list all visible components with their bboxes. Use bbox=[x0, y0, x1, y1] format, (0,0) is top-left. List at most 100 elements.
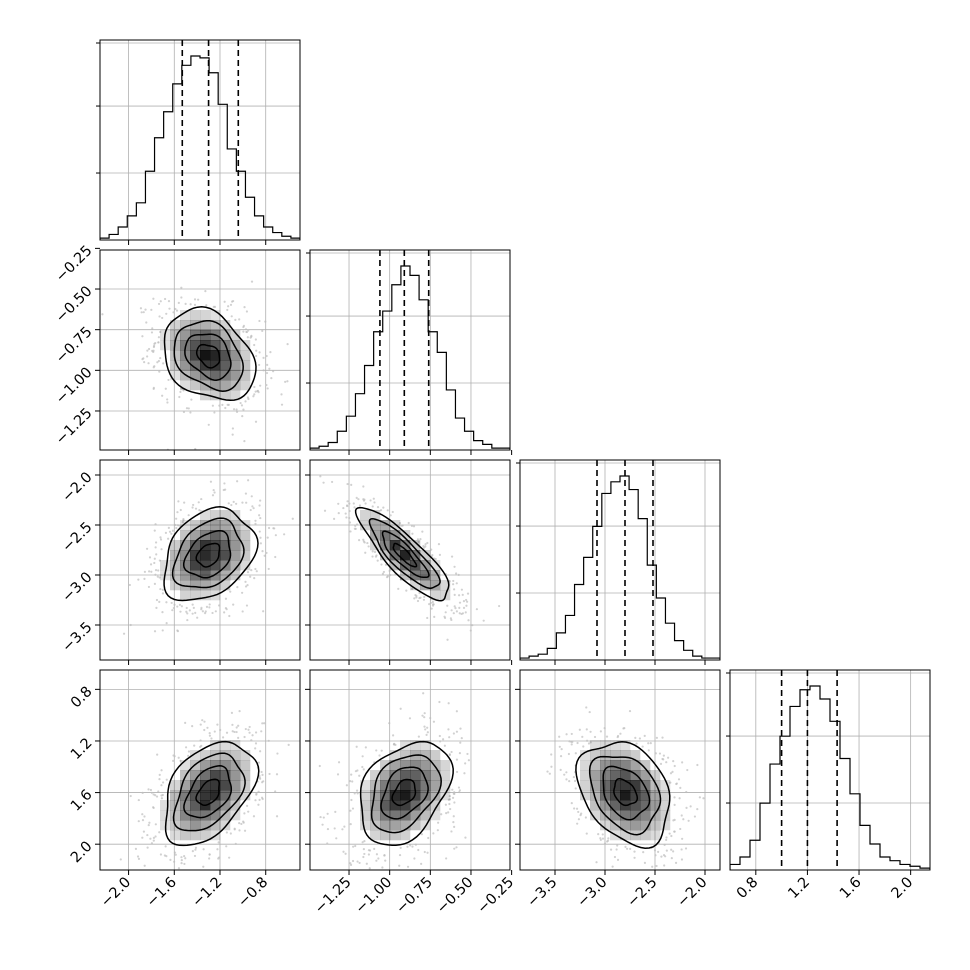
scatter-point bbox=[422, 598, 426, 601]
scatter-point bbox=[337, 512, 340, 515]
scatter-point bbox=[550, 753, 553, 756]
scatter-point bbox=[373, 550, 377, 554]
scatter-point bbox=[147, 362, 150, 365]
density-cell bbox=[180, 820, 191, 831]
scatter-point bbox=[465, 604, 468, 607]
scatter-point bbox=[216, 848, 219, 851]
density-cell bbox=[610, 820, 621, 831]
scatter-point bbox=[423, 595, 426, 598]
scatter-point bbox=[616, 858, 620, 861]
scatter-point bbox=[417, 735, 420, 738]
density-cell bbox=[400, 820, 411, 831]
scatter-point bbox=[167, 526, 170, 529]
scatter-point bbox=[668, 832, 671, 835]
scatter-point bbox=[139, 307, 143, 310]
scatter-point bbox=[157, 359, 160, 363]
scatter-point bbox=[457, 573, 460, 576]
scatter-point bbox=[337, 502, 340, 505]
density-cell bbox=[650, 810, 661, 821]
scatter-point bbox=[205, 304, 208, 307]
density-cell bbox=[180, 310, 191, 321]
density-cell bbox=[620, 830, 631, 841]
scatter-point bbox=[150, 791, 153, 794]
scatter-point bbox=[182, 519, 185, 522]
scatter-point bbox=[180, 296, 183, 299]
density-cell bbox=[230, 810, 241, 821]
scatter-point bbox=[367, 853, 370, 856]
scatter-point bbox=[212, 305, 215, 308]
scatter-point bbox=[214, 610, 217, 613]
density-cell bbox=[390, 540, 401, 551]
scatter-point bbox=[321, 823, 324, 826]
scatter-point bbox=[229, 303, 233, 306]
scatter-point bbox=[236, 480, 239, 483]
scatter-point bbox=[371, 555, 374, 558]
density-cell bbox=[370, 520, 381, 531]
density-cell bbox=[210, 510, 221, 521]
scatter-point bbox=[143, 864, 146, 867]
scatter-point bbox=[176, 605, 179, 608]
density-cell bbox=[370, 790, 381, 801]
density-cell bbox=[200, 510, 211, 521]
scatter-point bbox=[150, 331, 154, 334]
scatter-point bbox=[669, 772, 673, 775]
scatter-point bbox=[101, 313, 104, 316]
scatter-point bbox=[149, 563, 153, 566]
scatter-point bbox=[193, 298, 197, 301]
scatter-point bbox=[452, 579, 455, 583]
density-cell bbox=[580, 760, 591, 771]
scatter-point bbox=[426, 851, 429, 854]
density-cell bbox=[360, 520, 371, 531]
panel-frame bbox=[309, 459, 511, 661]
scatter-point bbox=[207, 423, 210, 426]
density-layer bbox=[318, 692, 470, 870]
scatter-point bbox=[670, 856, 673, 860]
scatter-point bbox=[161, 781, 165, 784]
scatter-point bbox=[184, 857, 187, 860]
contour-level-2 bbox=[173, 320, 244, 392]
density-cell bbox=[180, 800, 191, 811]
scatter-point bbox=[154, 823, 157, 826]
contour-level-3 bbox=[359, 740, 454, 846]
scatter-point bbox=[373, 847, 376, 850]
scatter-point bbox=[568, 740, 571, 743]
scatter-point bbox=[405, 589, 408, 592]
scatter-point bbox=[158, 600, 161, 604]
density-cell bbox=[380, 800, 391, 811]
scatter-point bbox=[388, 722, 391, 725]
scatter-point bbox=[174, 853, 177, 856]
scatter-point bbox=[230, 503, 233, 507]
scatter-point bbox=[177, 756, 180, 759]
scatter-point bbox=[243, 306, 246, 309]
scatter-point bbox=[379, 509, 383, 512]
density-cell bbox=[410, 760, 421, 771]
density-cell bbox=[170, 570, 181, 581]
density-cell bbox=[170, 550, 181, 561]
scatter-point bbox=[240, 822, 243, 826]
scatter-point bbox=[143, 570, 146, 573]
density-cell bbox=[180, 790, 191, 801]
scatter-point bbox=[147, 347, 151, 351]
scatter-point bbox=[258, 530, 261, 533]
density-cell bbox=[210, 760, 221, 771]
scatter-point bbox=[159, 853, 163, 856]
density-cell bbox=[420, 790, 431, 801]
scatter-point bbox=[242, 330, 245, 333]
scatter-point bbox=[599, 838, 602, 842]
scatter-point bbox=[406, 845, 409, 848]
scatter-point bbox=[208, 857, 211, 860]
scatter-point bbox=[227, 305, 230, 308]
scatter-point bbox=[160, 784, 163, 787]
scatter-point bbox=[665, 849, 668, 852]
scatter-point bbox=[350, 798, 353, 802]
scatter-point bbox=[440, 813, 443, 816]
scatter-point bbox=[609, 848, 613, 851]
scatter-point bbox=[254, 799, 257, 802]
scatter-point bbox=[160, 548, 163, 551]
density-cell bbox=[390, 760, 401, 771]
density-cell bbox=[230, 370, 241, 381]
scatter-point bbox=[420, 833, 423, 836]
scatter-point bbox=[172, 311, 175, 314]
scatter-point bbox=[259, 536, 262, 539]
scatter-point bbox=[348, 521, 352, 524]
